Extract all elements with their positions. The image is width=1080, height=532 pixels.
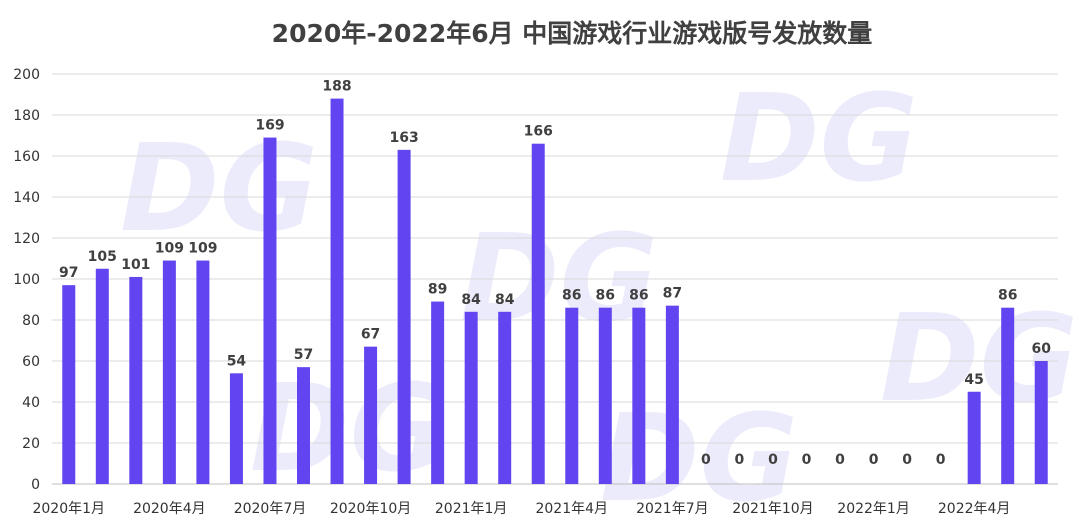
bar xyxy=(397,149,411,484)
y-tick-label: 140 xyxy=(13,190,40,206)
data-label: 109 xyxy=(188,241,217,257)
y-tick-label: 40 xyxy=(22,395,40,411)
data-label: 86 xyxy=(998,288,1017,304)
y-tick-label: 60 xyxy=(22,354,40,370)
data-label: 0 xyxy=(936,452,946,468)
x-tick-label: 2021年4月 xyxy=(535,501,608,517)
x-tick-label: 2020年7月 xyxy=(234,501,307,517)
bar xyxy=(967,391,981,484)
bar xyxy=(196,260,210,484)
chart-title: 2020年-2022年6月 中国游戏行业游戏版号发放数量 xyxy=(272,19,873,48)
bar-series xyxy=(62,98,1048,485)
bar xyxy=(162,260,176,484)
x-tick-label: 2022年4月 xyxy=(938,501,1011,517)
x-tick-label: 2020年10月 xyxy=(330,501,411,517)
bar xyxy=(229,373,243,484)
bar xyxy=(565,307,579,484)
data-label: 60 xyxy=(1031,341,1051,357)
watermark-logo: DG xyxy=(120,120,318,259)
data-label: 0 xyxy=(902,452,912,468)
x-tick-label: 2021年1月 xyxy=(435,501,508,517)
data-label: 109 xyxy=(155,241,184,257)
data-label: 0 xyxy=(701,452,711,468)
bar xyxy=(364,346,378,484)
bar xyxy=(1001,307,1015,484)
data-label: 166 xyxy=(524,124,553,140)
bar xyxy=(598,307,612,484)
y-tick-label: 80 xyxy=(22,313,40,329)
data-label: 86 xyxy=(596,288,615,304)
data-label: 0 xyxy=(869,452,879,468)
bar xyxy=(297,367,310,484)
y-tick-label: 180 xyxy=(13,108,40,124)
y-tick-label: 160 xyxy=(13,149,40,165)
y-tick-label: 200 xyxy=(13,67,40,83)
data-label: 163 xyxy=(389,130,418,146)
bar xyxy=(330,98,344,484)
y-axis-ticks: 0 20 40 60 80 100 120 140 160 180 200 xyxy=(13,67,40,493)
bar xyxy=(95,268,109,484)
bar xyxy=(431,301,445,484)
y-tick-label: 0 xyxy=(31,477,40,493)
bar xyxy=(1034,361,1048,484)
x-tick-label: 2020年4月 xyxy=(133,501,206,517)
data-label: 105 xyxy=(88,249,117,265)
watermark-logo: DG xyxy=(720,70,918,209)
data-label: 188 xyxy=(322,79,351,95)
data-label: 86 xyxy=(562,288,581,304)
data-label: 67 xyxy=(361,327,380,343)
data-label: 0 xyxy=(835,452,845,468)
data-label: 89 xyxy=(428,282,447,298)
data-label: 54 xyxy=(227,353,247,369)
data-label: 97 xyxy=(59,265,78,281)
data-label: 0 xyxy=(768,452,778,468)
bar xyxy=(531,143,545,484)
bar xyxy=(632,307,646,484)
data-label: 169 xyxy=(255,118,284,134)
data-label: 84 xyxy=(495,292,515,308)
bar xyxy=(464,311,478,484)
x-tick-label: 2020年1月 xyxy=(32,501,105,517)
bar xyxy=(263,137,277,485)
data-label: 57 xyxy=(294,347,313,363)
x-axis-ticks: 2020年1月 2020年4月 2020年7月 2020年10月 2021年1月 2021… xyxy=(32,501,1010,517)
data-label: 101 xyxy=(121,257,150,273)
data-label: 0 xyxy=(802,452,812,468)
data-label: 87 xyxy=(663,286,682,302)
data-label: 84 xyxy=(461,292,481,308)
bar xyxy=(665,305,679,484)
data-label: 45 xyxy=(964,372,983,388)
grid-layer xyxy=(52,73,1058,485)
y-tick-label: 100 xyxy=(13,272,40,288)
data-label: 0 xyxy=(735,452,745,468)
x-tick-label: 2022年1月 xyxy=(837,501,910,517)
bar xyxy=(129,276,143,484)
data-label: 86 xyxy=(629,288,648,304)
bar xyxy=(62,285,76,484)
y-tick-label: 20 xyxy=(22,436,40,452)
y-tick-label: 120 xyxy=(13,231,40,247)
bar xyxy=(498,311,512,484)
x-tick-label: 2021年7月 xyxy=(636,501,709,517)
x-tick-label: 2021年10月 xyxy=(732,501,813,517)
watermark-logo: DG xyxy=(250,360,448,499)
